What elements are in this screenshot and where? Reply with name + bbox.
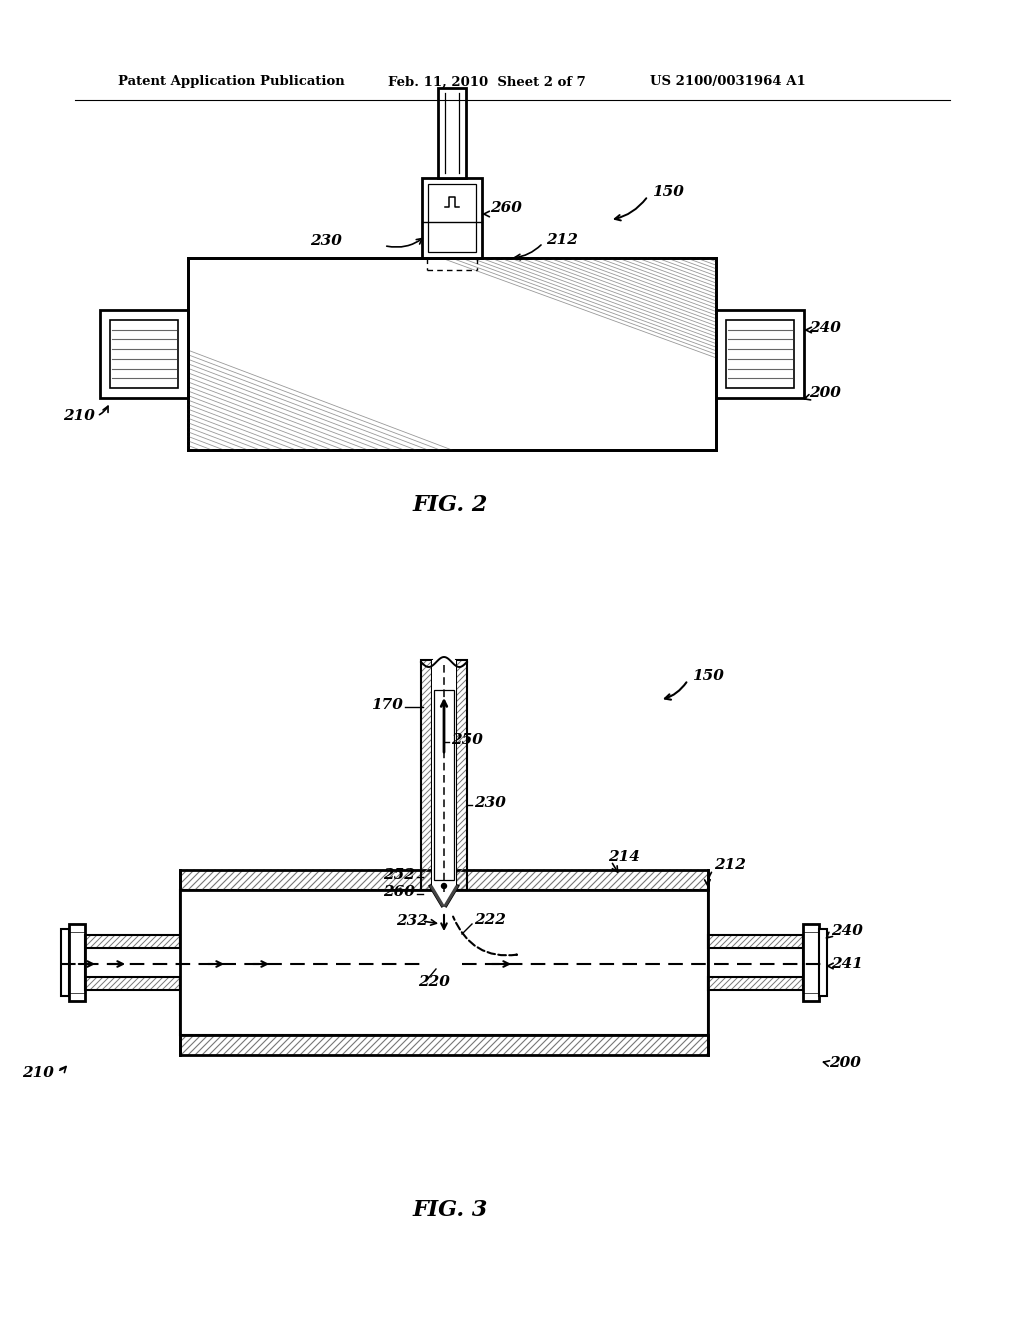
Bar — [100, 310, 188, 399]
Text: FIG. 2: FIG. 2 — [413, 494, 487, 516]
Text: 240: 240 — [831, 924, 863, 939]
Text: 241: 241 — [831, 957, 863, 972]
Bar — [708, 948, 803, 977]
Bar — [716, 310, 804, 399]
Bar — [180, 1035, 708, 1055]
Bar — [726, 319, 794, 388]
Bar — [69, 993, 85, 1001]
Bar — [188, 257, 716, 450]
Text: 230: 230 — [310, 234, 342, 248]
Bar — [803, 993, 819, 1001]
Text: Patent Application Publication: Patent Application Publication — [118, 75, 345, 88]
Text: 200: 200 — [809, 385, 841, 400]
Bar — [422, 178, 482, 257]
Circle shape — [441, 883, 446, 888]
Bar — [434, 690, 454, 880]
Bar — [708, 935, 803, 948]
Text: 250: 250 — [451, 733, 483, 747]
Polygon shape — [444, 886, 458, 906]
Bar — [438, 88, 466, 178]
Bar — [428, 183, 476, 252]
Text: 170: 170 — [371, 698, 403, 711]
Bar — [69, 924, 85, 1001]
Text: 232: 232 — [396, 913, 428, 928]
FancyArrowPatch shape — [453, 916, 517, 956]
Bar — [432, 660, 456, 892]
Text: 210: 210 — [63, 409, 95, 422]
Polygon shape — [430, 886, 444, 906]
Text: 212: 212 — [546, 234, 578, 247]
Text: 210: 210 — [23, 1067, 54, 1080]
Bar — [61, 929, 69, 997]
Text: FIG. 3: FIG. 3 — [413, 1199, 487, 1221]
Bar — [69, 924, 85, 932]
Text: 150: 150 — [652, 185, 684, 199]
Bar — [708, 977, 803, 990]
Bar — [421, 660, 432, 890]
Bar — [110, 319, 178, 388]
Bar — [180, 870, 708, 890]
Bar — [803, 924, 819, 932]
Bar — [85, 977, 180, 990]
Text: Feb. 11, 2010  Sheet 2 of 7: Feb. 11, 2010 Sheet 2 of 7 — [388, 75, 586, 88]
Text: 252: 252 — [383, 869, 415, 882]
Text: 240: 240 — [809, 321, 841, 335]
Bar — [85, 948, 180, 977]
Bar — [819, 929, 827, 997]
Bar — [180, 890, 708, 1035]
Text: 230: 230 — [474, 796, 506, 810]
Text: 212: 212 — [714, 858, 745, 873]
Bar — [85, 935, 180, 948]
Text: 220: 220 — [418, 975, 450, 989]
Text: 214: 214 — [608, 850, 640, 865]
Text: 200: 200 — [829, 1056, 861, 1071]
Text: 222: 222 — [474, 913, 506, 927]
Text: 260: 260 — [383, 884, 415, 899]
Text: 260: 260 — [490, 202, 522, 215]
Text: 150: 150 — [692, 669, 724, 682]
Bar — [803, 924, 819, 1001]
Bar — [456, 660, 467, 890]
Text: US 2100/0031964 A1: US 2100/0031964 A1 — [650, 75, 806, 88]
